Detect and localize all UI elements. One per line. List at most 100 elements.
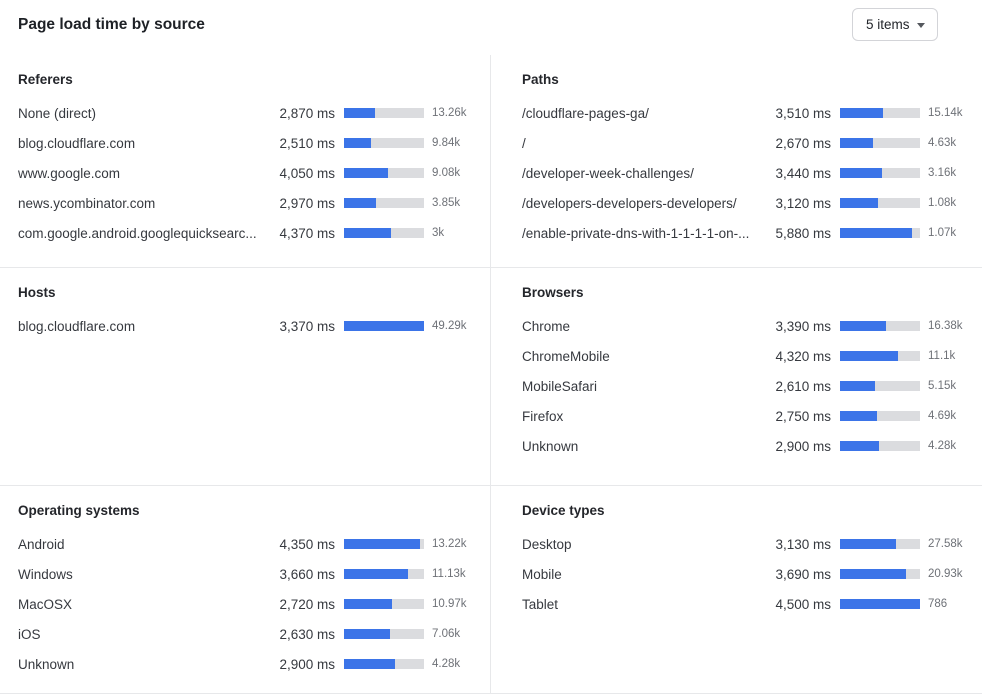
- row-load-time: 2,870 ms: [279, 105, 335, 121]
- metric-row[interactable]: Tablet 4,500 ms 786: [522, 589, 974, 619]
- row-visit-count: 5.15k: [928, 380, 957, 392]
- panel-device-types: Device types Desktop 3,130 ms 27.58k Mobile…: [491, 486, 982, 694]
- row-load-time: 2,670 ms: [775, 135, 831, 151]
- panel-title: Paths: [522, 72, 559, 87]
- panel-title: Operating systems: [18, 503, 140, 518]
- row-bar-track: [344, 198, 424, 208]
- row-bar-track: [840, 351, 920, 361]
- row-bar-fill: [840, 351, 899, 361]
- row-visit-count: 11.1k: [928, 350, 956, 362]
- row-bar-fill: [840, 168, 883, 178]
- row-load-time: 2,720 ms: [279, 596, 335, 612]
- panel-browsers: Browsers Chrome 3,390 ms 16.38k ChromeMobil…: [491, 268, 982, 486]
- row-bar-track: [840, 569, 920, 579]
- metric-row[interactable]: Mobile 3,690 ms 20.93k: [522, 559, 974, 589]
- metric-row[interactable]: Chrome 3,390 ms 16.38k: [522, 311, 974, 341]
- metric-row[interactable]: /developers-developers-developers/3,120 …: [522, 188, 974, 218]
- panel-title: Hosts: [18, 285, 56, 300]
- metric-row[interactable]: Android 4,350 ms 13.22k: [18, 529, 478, 559]
- row-bar-fill: [344, 539, 420, 549]
- row-bar-fill: [344, 198, 376, 208]
- metric-row[interactable]: /enable-private-dns-with-1-1-1-1-on-... 5…: [522, 218, 974, 248]
- metric-row[interactable]: Desktop 3,130 ms 27.58k: [522, 529, 974, 559]
- row-visit-count: 3.85k: [432, 197, 461, 209]
- row-load-time: 4,350 ms: [279, 536, 335, 552]
- row-label: iOS: [18, 626, 41, 642]
- row-bar-track: [344, 599, 424, 609]
- row-load-time: 4,500 ms: [775, 596, 831, 612]
- metric-row[interactable]: ChromeMobile 4,320 ms 11.1k: [522, 341, 974, 371]
- row-bar-fill: [840, 599, 920, 609]
- metric-row[interactable]: None (direct) 2,870 ms 13.26k: [18, 98, 478, 128]
- row-label: Firefox: [522, 408, 564, 424]
- metric-row[interactable]: blog.cloudflare.com 2,510 ms 9.84k: [18, 128, 478, 158]
- row-visit-count: 3.16k: [928, 167, 957, 179]
- metric-row[interactable]: /cloudflare-pages-ga/3,510 ms 15.14k: [522, 98, 974, 128]
- row-visit-count: 13.26k: [432, 107, 467, 119]
- row-bar-track: [344, 108, 424, 118]
- row-bar-fill: [344, 629, 390, 639]
- row-bar-track: [840, 228, 920, 238]
- panel-referers: Referers None (direct) 2,870 ms 13.26k blog…: [0, 55, 491, 268]
- row-load-time: 4,050 ms: [279, 165, 335, 181]
- metric-row[interactable]: / 2,670 ms 4.63k: [522, 128, 974, 158]
- row-label: /: [522, 135, 526, 151]
- metric-row[interactable]: Firefox 2,750 ms 4.69k: [522, 401, 974, 431]
- row-label: Chrome: [522, 318, 571, 334]
- row-bar-fill: [344, 599, 392, 609]
- metric-row[interactable]: com.google.android.googlequicksearc... 4,…: [18, 218, 478, 248]
- row-load-time: 2,970 ms: [279, 195, 335, 211]
- row-visit-count: 1.07k: [928, 227, 957, 239]
- metric-row[interactable]: news.ycombinator.com 2,970 ms 3.85k: [18, 188, 478, 218]
- row-visit-count: 7.06k: [432, 628, 461, 640]
- row-bar-track: [344, 168, 424, 178]
- metric-row[interactable]: Unknown 2,900 ms 4.28k: [522, 431, 974, 461]
- panel-title: Browsers: [522, 285, 584, 300]
- panel-title: Referers: [18, 72, 73, 87]
- row-label: Desktop: [522, 536, 572, 552]
- row-label: Tablet: [522, 596, 559, 612]
- row-bar-fill: [840, 381, 876, 391]
- row-bar-fill: [840, 321, 886, 331]
- row-load-time: 4,370 ms: [279, 225, 335, 241]
- row-label: www.google.com: [18, 165, 121, 181]
- row-visit-count: 13.22k: [432, 538, 467, 550]
- row-visit-count: 9.84k: [432, 137, 461, 149]
- row-bar-track: [344, 629, 424, 639]
- row-load-time: 2,900 ms: [775, 438, 831, 454]
- row-load-time: 3,690 ms: [775, 566, 831, 582]
- row-label: /cloudflare-pages-ga/: [522, 105, 649, 121]
- metric-row[interactable]: /developer-week-challenges/3,440 ms 3.16k: [522, 158, 974, 188]
- row-load-time: 3,130 ms: [775, 536, 831, 552]
- row-bar-fill: [840, 228, 912, 238]
- panel-rows: /cloudflare-pages-ga/3,510 ms 15.14k / 2,67…: [522, 98, 974, 248]
- panel-title: Device types: [522, 503, 605, 518]
- metric-row[interactable]: blog.cloudflare.com 3,370 ms 49.29k: [18, 311, 478, 341]
- row-load-time: 2,750 ms: [775, 408, 831, 424]
- row-load-time: 3,510 ms: [775, 105, 831, 121]
- row-bar-track: [840, 168, 920, 178]
- row-bar-track: [840, 321, 920, 331]
- row-load-time: 2,610 ms: [775, 378, 831, 394]
- row-bar-track: [840, 108, 920, 118]
- metric-row[interactable]: iOS 2,630 ms 7.06k: [18, 619, 478, 649]
- panel-rows: Desktop 3,130 ms 27.58k Mobile 3,690 ms 20.93…: [522, 529, 974, 619]
- row-label: None (direct): [18, 105, 97, 121]
- items-count-select[interactable]: 5 items: [852, 8, 938, 41]
- row-bar-track: [344, 321, 424, 331]
- row-label: com.google.android.googlequicksearc...: [18, 225, 257, 241]
- panel-paths: Paths /cloudflare-pages-ga/3,510 ms 15.14…: [491, 55, 982, 268]
- panel-rows: None (direct) 2,870 ms 13.26k blog.cloudfla…: [18, 98, 478, 248]
- row-visit-count: 786: [928, 598, 948, 610]
- metric-row[interactable]: MacOSX 2,720 ms 10.97k: [18, 589, 478, 619]
- metric-row[interactable]: Windows 3,660 ms 11.13k: [18, 559, 478, 589]
- row-label: Unknown: [522, 438, 579, 454]
- row-label: MobileSafari: [522, 378, 598, 394]
- row-visit-count: 15.14k: [928, 107, 963, 119]
- metric-row[interactable]: MobileSafari 2,610 ms 5.15k: [522, 371, 974, 401]
- metric-row[interactable]: Unknown 2,900 ms 4.28k: [18, 649, 478, 679]
- row-visit-count: 16.38k: [928, 320, 963, 332]
- row-bar-track: [344, 228, 424, 238]
- metric-row[interactable]: www.google.com 4,050 ms 9.08k: [18, 158, 478, 188]
- items-count-value: 5 items: [866, 17, 910, 32]
